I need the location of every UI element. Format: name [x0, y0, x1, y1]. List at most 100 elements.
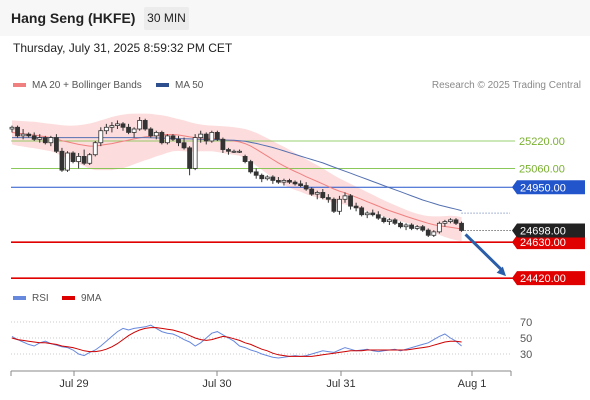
- candle-body: [309, 188, 315, 195]
- candle-body: [9, 126, 15, 130]
- candle-body: [320, 192, 326, 198]
- candle-body: [331, 198, 337, 212]
- candle-body: [48, 137, 54, 144]
- candle-body: [442, 221, 448, 224]
- candle-body: [37, 137, 43, 140]
- ma9-legend-label: 9MA: [81, 293, 102, 304]
- candle-body: [337, 198, 342, 212]
- candle-body: [98, 130, 104, 144]
- time-tick-label-1: Jul 30: [202, 378, 231, 390]
- candle-body: [381, 217, 387, 222]
- candle-body: [181, 142, 187, 149]
- candle-body: [436, 222, 442, 233]
- rsi-ma9-line: [11, 327, 462, 357]
- candle-body: [226, 149, 231, 152]
- rsi-tick-70: 70: [520, 317, 532, 329]
- candle-body: [281, 180, 287, 183]
- candle-body: [214, 132, 220, 140]
- rsi-tick-50: 50: [520, 333, 532, 345]
- candle-body: [386, 219, 392, 222]
- candle-body: [31, 135, 37, 140]
- candle-body: [54, 137, 59, 152]
- candle-body: [76, 156, 81, 162]
- candle-body: [131, 128, 137, 133]
- candle-body: [187, 147, 193, 169]
- candle-body: [425, 229, 431, 236]
- level-label-24950.00: 24950.00: [520, 182, 566, 194]
- candle-body: [231, 150, 237, 153]
- candle-body: [42, 137, 48, 144]
- candle-body: [59, 150, 65, 171]
- level-label-24630.00: 24630.00: [520, 237, 566, 249]
- credit-text: Research © 2025 Trading Central: [431, 80, 581, 91]
- rsi-legend-label: RSI: [32, 293, 49, 304]
- time-tick-label-2: Jul 31: [326, 378, 355, 390]
- candle-body: [370, 212, 376, 216]
- candle-body: [115, 123, 120, 126]
- time-tick-label-0: Jul 29: [59, 378, 88, 390]
- candle-body: [126, 126, 131, 133]
- candle-body: [303, 185, 309, 190]
- candle-body: [153, 132, 159, 137]
- candle-body: [403, 224, 409, 228]
- candle-body: [409, 224, 415, 229]
- candle-body: [420, 226, 426, 231]
- ma50-line: [12, 137, 462, 212]
- candle-body: [364, 212, 370, 216]
- ma50-swatch: [156, 83, 169, 88]
- candle-body: [459, 222, 464, 231]
- candle-body: [431, 231, 437, 236]
- ma50-legend-label: MA 50: [175, 80, 204, 91]
- level-label-24420.00: 24420.00: [520, 273, 566, 285]
- candle-body: [375, 214, 381, 219]
- forecast-arrow-shaft: [464, 233, 504, 272]
- candle-body: [148, 128, 154, 137]
- candle-body: [15, 126, 20, 137]
- candle-body: [292, 181, 298, 185]
- level-label-25220.00: 25220.00: [519, 136, 565, 148]
- candle-body: [203, 133, 209, 142]
- time-tick-label-3: Aug 1: [458, 378, 487, 390]
- legend-ma20: MA 20 + Bollinger Bands: [13, 80, 142, 91]
- candle-body: [359, 207, 365, 216]
- candle-body: [137, 120, 143, 130]
- candle-body: [159, 132, 165, 144]
- candle-body: [209, 132, 215, 142]
- candle-body: [109, 125, 115, 128]
- legend-rsi: RSI: [13, 293, 49, 304]
- candle-body: [448, 219, 453, 222]
- candle-body: [142, 120, 148, 130]
- forecast-arrow-head: [496, 266, 506, 277]
- candle-body: [264, 176, 270, 180]
- level-tag-24950.00: [512, 180, 585, 195]
- candle-body: [242, 156, 248, 162]
- candle-body: [164, 135, 170, 144]
- candle-body: [342, 195, 348, 200]
- timeframe-button[interactable]: 30 MIN: [144, 7, 189, 30]
- candle-body: [392, 219, 398, 224]
- candle-body: [92, 142, 98, 156]
- candle-body: [87, 154, 93, 164]
- ma20-legend-label: MA 20 + Bollinger Bands: [32, 80, 142, 91]
- candle-body: [237, 150, 242, 153]
- candle-body: [253, 171, 259, 176]
- candle-body: [314, 192, 320, 195]
- legend-ma50: MA 50: [156, 80, 203, 91]
- candle-body: [65, 152, 70, 171]
- candle-body: [220, 138, 226, 150]
- candle-body: [103, 126, 109, 132]
- candle-body: [26, 133, 32, 137]
- candle-body: [414, 226, 420, 229]
- ma20-swatch: [13, 83, 26, 88]
- current-price-label: 24698.00: [520, 225, 566, 237]
- candle-body: [20, 133, 26, 137]
- rsi-line: [11, 324, 462, 359]
- candle-body: [453, 219, 459, 224]
- candle-body: [298, 183, 304, 186]
- candle-body: [192, 137, 198, 169]
- rsi-swatch: [13, 296, 26, 301]
- candle-body: [398, 222, 403, 228]
- rsi-tick-30: 30: [520, 349, 532, 361]
- candle-body: [70, 152, 76, 162]
